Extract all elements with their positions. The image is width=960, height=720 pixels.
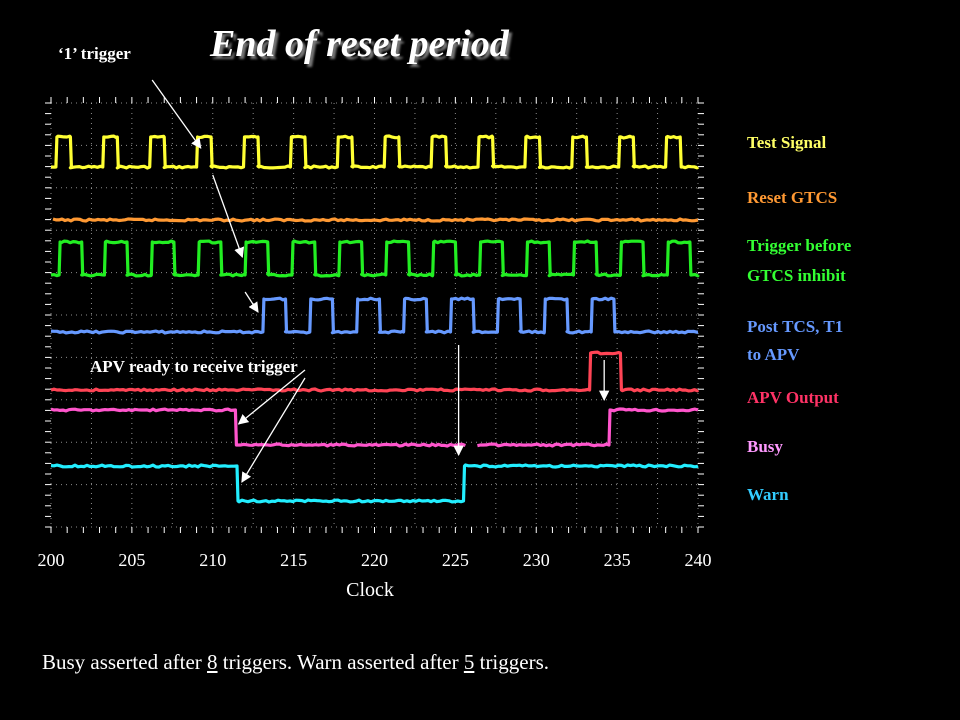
warn-trigger-count: 5 — [463, 650, 475, 674]
trace-test — [50, 134, 700, 170]
legend-entry: Trigger before — [747, 236, 852, 255]
x-tick-label: 200 — [38, 550, 65, 570]
trace-post — [50, 296, 699, 335]
legend-entry: to APV — [747, 345, 800, 364]
trace-busy — [477, 407, 699, 448]
annotation-arrow — [241, 377, 306, 483]
caption: Busy asserted after 8 triggers. Warn ass… — [42, 650, 549, 675]
caption-part1: Busy asserted after — [42, 650, 208, 674]
axis-ticks — [45, 97, 704, 533]
caption-part2: triggers. Warn asserted after — [217, 650, 464, 674]
annotation-arrow — [151, 79, 202, 149]
annotation-arrow — [237, 369, 306, 425]
legend-entry: Reset GTCS — [747, 188, 838, 207]
legend-entry: APV Output — [747, 388, 839, 407]
page-title: End of reset period — [210, 23, 509, 65]
x-tick-label: 210 — [199, 550, 226, 570]
legend-entry: GTCS inhibit — [747, 266, 846, 285]
x-tick-label: 215 — [280, 550, 307, 570]
x-tick-label: 235 — [604, 550, 631, 570]
legend-entry: Test Signal — [747, 133, 827, 152]
trace-warn — [50, 463, 699, 504]
apv-ready-annotation: APV ready to receive trigger — [90, 357, 298, 376]
caption-part3: triggers. — [474, 650, 550, 674]
x-tick-label: 225 — [442, 550, 469, 570]
x-tick-label: 230 — [523, 550, 550, 570]
trace-busy — [50, 407, 466, 448]
trace-trigger — [50, 239, 700, 278]
x-axis-label: Clock — [346, 579, 394, 601]
grid — [50, 102, 699, 528]
signal-traces — [50, 134, 700, 504]
x-tick-label: 205 — [118, 550, 145, 570]
annotation-arrow — [244, 291, 259, 313]
x-tick-label: 240 — [685, 550, 712, 570]
x-tick-labels: 200 205 210 215 220 225 230 235 240 — [38, 550, 712, 570]
annotation-arrows — [151, 79, 610, 483]
trace-apv — [50, 350, 700, 393]
legend-entry: Warn — [747, 485, 789, 504]
trigger-annotation: ‘1’ trigger — [58, 44, 131, 63]
legend-entry: Post TCS, T1 — [747, 317, 844, 336]
annotation-arrow — [212, 174, 245, 258]
x-tick-label: 220 — [361, 550, 388, 570]
legend-entry: Busy — [747, 437, 783, 456]
trace-reset — [52, 217, 699, 223]
busy-trigger-count: 8 — [207, 650, 218, 674]
